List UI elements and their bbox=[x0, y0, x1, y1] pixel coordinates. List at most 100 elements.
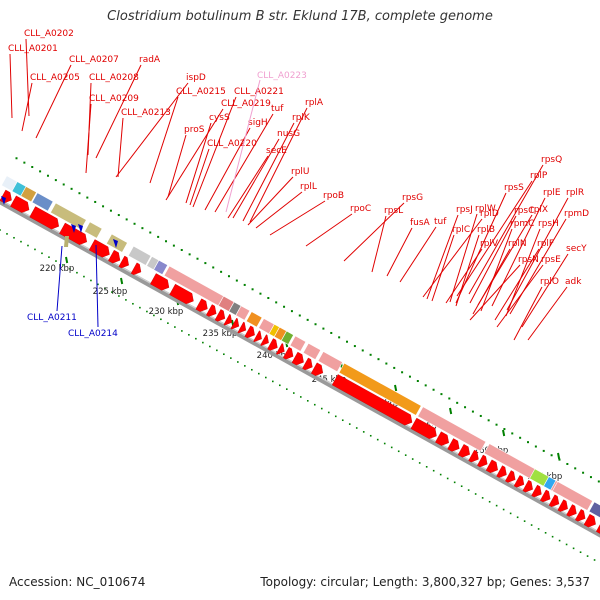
gene-label-leader bbox=[445, 248, 483, 304]
gene-label: rpsS bbox=[504, 183, 524, 193]
gene-label-leader bbox=[115, 82, 189, 178]
gene-label-leader bbox=[468, 164, 544, 295]
outer-dot bbox=[416, 380, 419, 383]
cds-arrow bbox=[118, 255, 129, 269]
inner-dot bbox=[509, 512, 512, 515]
gene-label-leader bbox=[506, 197, 569, 311]
inner-dot bbox=[0, 229, 1, 231]
outer-dot bbox=[471, 410, 474, 413]
gene-label: ispD bbox=[186, 73, 206, 83]
feature-block bbox=[302, 342, 322, 360]
outer-dot bbox=[440, 393, 443, 396]
inner-dot bbox=[320, 407, 323, 410]
outer-dot bbox=[527, 441, 530, 444]
cds-arrow bbox=[522, 479, 533, 493]
inner-dot bbox=[439, 473, 442, 476]
gene-label: CLL_A0207 bbox=[69, 55, 119, 65]
inner-dot bbox=[362, 431, 365, 433]
gene-label-leader bbox=[513, 286, 543, 341]
outer-dot bbox=[589, 476, 592, 479]
outer-dot bbox=[542, 449, 545, 452]
inner-dot bbox=[6, 233, 8, 235]
outer-dot bbox=[283, 305, 286, 308]
gene-label: secY bbox=[566, 244, 587, 254]
cds-arrow bbox=[595, 524, 600, 534]
outer-dot bbox=[353, 345, 356, 348]
genome-backbone bbox=[0, 198, 600, 538]
outer-dot bbox=[212, 266, 215, 269]
inner-dot bbox=[251, 368, 253, 371]
reverse-feature-block bbox=[64, 236, 69, 247]
inner-dot bbox=[265, 376, 267, 379]
outer-dot bbox=[125, 218, 128, 221]
feature-layer bbox=[0, 175, 600, 534]
gene-label: rpsQ bbox=[541, 155, 562, 165]
outer-dot bbox=[401, 371, 404, 374]
gene-label: adk bbox=[565, 277, 582, 287]
gene-label: fusA bbox=[410, 218, 431, 228]
gene-label-leader bbox=[494, 248, 540, 321]
inner-dot bbox=[523, 520, 526, 522]
cds-arrow bbox=[230, 317, 240, 330]
inner-dot bbox=[453, 481, 456, 484]
gene-label: CLL_A0205 bbox=[30, 73, 80, 83]
cds-arrow bbox=[169, 283, 194, 305]
cds-arrow bbox=[275, 343, 285, 355]
cds-arrow bbox=[477, 454, 488, 468]
outer-dot bbox=[267, 297, 270, 300]
gene-label-leader bbox=[455, 192, 507, 304]
inner-dot bbox=[237, 361, 239, 363]
gene-label-leader bbox=[149, 96, 179, 184]
cds-arrow bbox=[223, 313, 233, 326]
gene-label-leader bbox=[242, 122, 295, 222]
inner-dot bbox=[495, 504, 498, 507]
cds-arrow bbox=[496, 465, 507, 478]
label-layer: CLL_A0202 CLL_A0201 CLL_A0207 CLL_A0205 CLL_… bbox=[8, 29, 589, 341]
inner-dot bbox=[167, 322, 169, 324]
outer-dot bbox=[259, 292, 262, 295]
inner-dot bbox=[90, 279, 92, 282]
outer-dot bbox=[15, 157, 18, 160]
gene-label: rpsN bbox=[518, 255, 539, 265]
cds-arrow bbox=[130, 262, 142, 275]
inner-dot bbox=[397, 450, 400, 453]
cds-arrow bbox=[195, 298, 208, 312]
feature-block bbox=[127, 245, 152, 266]
cds-arrow bbox=[310, 362, 324, 376]
reverse-cds-arrow bbox=[113, 239, 118, 248]
tick-mark bbox=[120, 277, 124, 285]
gene-label: rpoB bbox=[323, 191, 344, 201]
inner-dot bbox=[13, 236, 15, 239]
gene-label-leader bbox=[386, 227, 413, 277]
inner-dot bbox=[104, 287, 106, 290]
outer-dot bbox=[534, 445, 537, 448]
outer-dot bbox=[369, 353, 372, 356]
inner-dot bbox=[76, 271, 78, 274]
inner-dot bbox=[334, 415, 337, 418]
outer-dot bbox=[503, 428, 506, 431]
outer-dot bbox=[157, 235, 160, 238]
reverse-cds-arrow bbox=[71, 224, 76, 233]
gene-label: rplA bbox=[305, 98, 324, 108]
outer-dot bbox=[62, 183, 65, 186]
cds-arrow bbox=[282, 346, 294, 360]
cds-arrow bbox=[457, 444, 470, 458]
cds-arrow bbox=[237, 321, 247, 334]
inner-dot bbox=[383, 442, 386, 445]
inner-dot bbox=[425, 466, 428, 468]
outer-dot bbox=[582, 471, 585, 474]
cds-arrow bbox=[447, 438, 460, 452]
inner-dot bbox=[292, 392, 295, 394]
outer-dot bbox=[86, 196, 89, 199]
gene-label: rpmD bbox=[564, 209, 589, 219]
cds-arrow bbox=[214, 309, 226, 322]
inner-dot bbox=[474, 493, 477, 495]
accession-text: Accession: NC_010674 bbox=[9, 575, 146, 589]
inner-dot bbox=[446, 477, 449, 480]
inner-dot bbox=[188, 334, 190, 336]
outer-dot bbox=[448, 397, 451, 400]
inner-dot bbox=[411, 458, 414, 460]
gene-label-leader bbox=[343, 202, 405, 262]
outer-dot bbox=[511, 432, 514, 435]
gene-label-leader bbox=[95, 64, 142, 159]
